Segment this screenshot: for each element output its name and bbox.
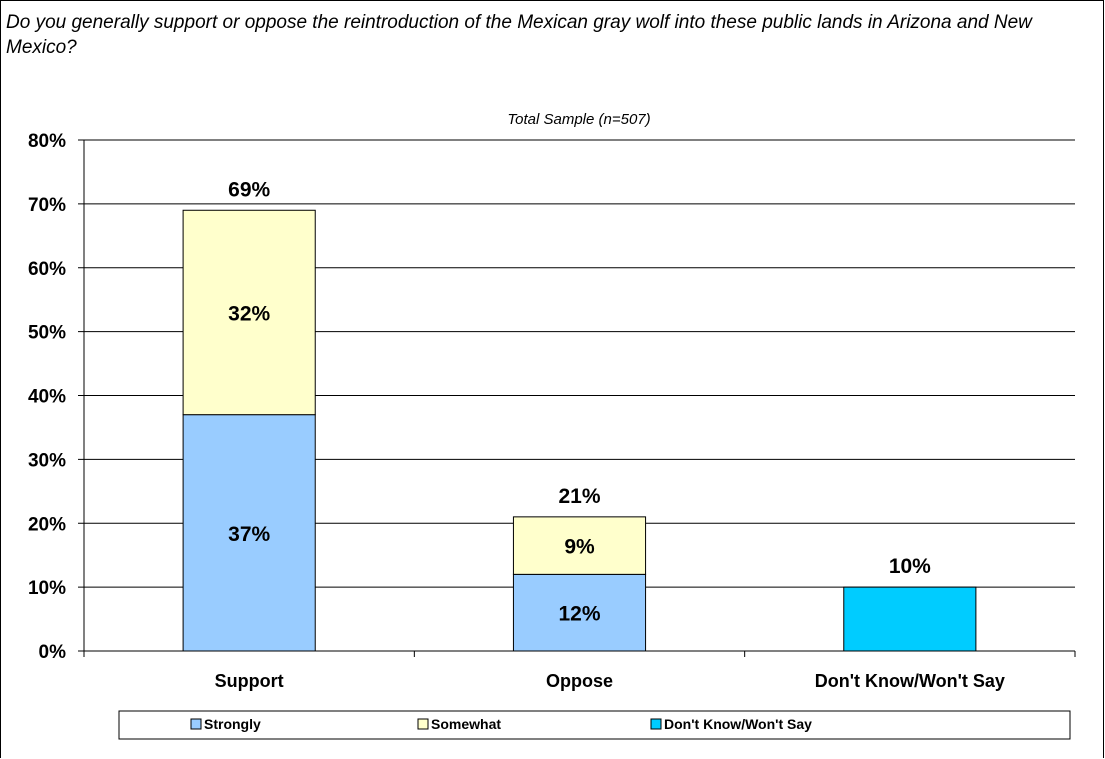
- bar-segment: [512, 516, 647, 575]
- segment-data-label: 12%: [558, 603, 600, 626]
- y-tick-label: 50%: [28, 323, 66, 344]
- total-data-label: 69%: [228, 178, 270, 201]
- legend-label: Somewhat: [431, 716, 501, 732]
- legend-swatch: [190, 718, 202, 730]
- legend-label: Strongly: [204, 716, 261, 732]
- total-data-label: 21%: [558, 485, 600, 508]
- x-category-label: Don't Know/Won't Say: [815, 671, 1005, 691]
- y-tick-label: 60%: [28, 259, 66, 280]
- bar-segment: [182, 209, 316, 416]
- x-category-label: Support: [215, 671, 284, 691]
- bar-segment: [843, 586, 977, 652]
- y-tick-label: 70%: [28, 195, 66, 216]
- segment-data-label: 32%: [228, 302, 270, 325]
- question-text: Do you generally support or oppose the r…: [6, 12, 1032, 58]
- legend: Strongly Somewhat Don't Know/Won't Say: [118, 710, 1071, 740]
- bar-segment: [512, 573, 647, 652]
- segment-data-label: 9%: [564, 536, 595, 559]
- y-tick-label: 30%: [28, 450, 66, 471]
- y-tick-label: 80%: [28, 131, 66, 152]
- bar-segment: [182, 414, 316, 652]
- x-category-label: Oppose: [546, 671, 613, 691]
- legend-swatch: [417, 718, 429, 730]
- data-labels: 37% 32% 69% 12% 9% 21% 10%: [228, 178, 931, 625]
- y-tick-label: 10%: [28, 578, 66, 599]
- segment-data-label: 37%: [228, 523, 270, 546]
- chart-subtitle: Total Sample (n=507): [507, 111, 650, 128]
- y-tick-label: 0%: [39, 642, 67, 663]
- legend-box: [118, 710, 1071, 740]
- legend-label: Don't Know/Won't Say: [664, 716, 812, 732]
- legend-swatch: [650, 718, 662, 730]
- y-tick-label: 20%: [28, 514, 66, 535]
- total-data-label: 10%: [889, 555, 931, 578]
- bars: [182, 209, 977, 652]
- y-tick-label: 40%: [28, 387, 66, 408]
